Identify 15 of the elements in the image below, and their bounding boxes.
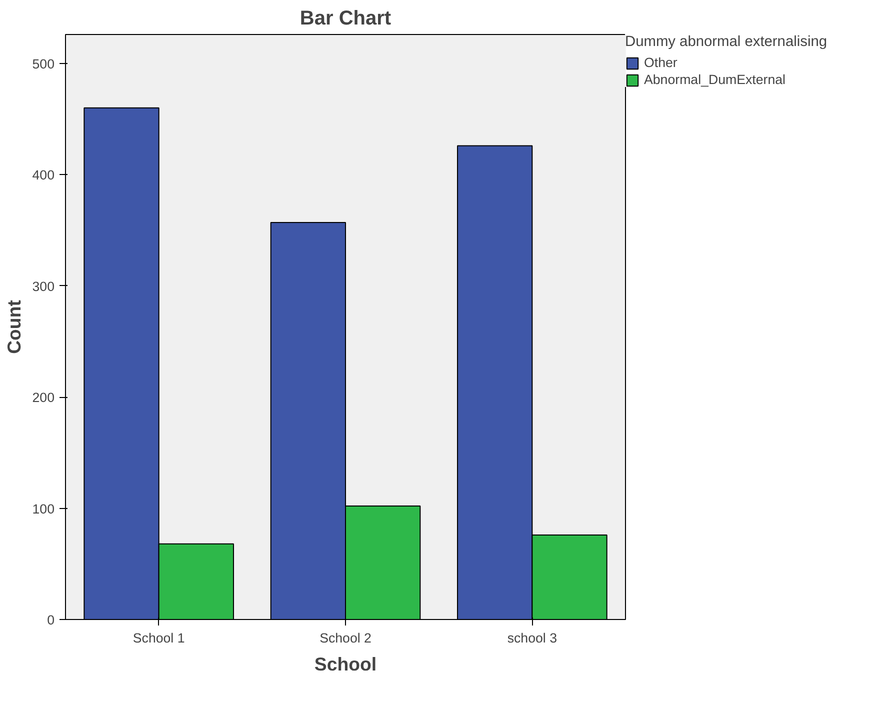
x-tick-label: School 2 [320, 630, 372, 646]
legend-label: Abnormal_DumExternal [644, 72, 786, 87]
y-tick-label: 0 [47, 612, 55, 628]
y-axis-title: Count [3, 300, 24, 354]
legend-title: Dummy abnormal externalising [625, 34, 828, 50]
y-tick-label: 200 [32, 390, 55, 406]
y-tick-label: 500 [32, 56, 55, 72]
x-tick-label: school 3 [507, 630, 557, 646]
y-tick-label: 100 [32, 501, 55, 516]
x-axis-title: School [314, 654, 377, 674]
x-tick-label: School 1 [132, 630, 185, 646]
y-tick-label: 400 [32, 168, 55, 183]
legend-label: Other [644, 55, 678, 70]
y-tick-label: 300 [32, 278, 55, 294]
chart-title: Bar Chart [300, 8, 392, 30]
